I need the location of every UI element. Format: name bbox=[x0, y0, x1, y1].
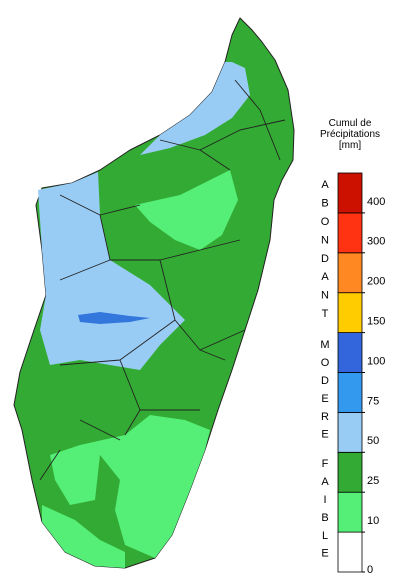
legend-tick-label: 25 bbox=[367, 475, 379, 487]
legend-tick-label: 150 bbox=[367, 316, 385, 328]
admin-borders bbox=[39, 79, 286, 481]
legend-group-label: MODERE bbox=[319, 338, 331, 447]
moderate-north bbox=[140, 62, 250, 155]
legend-swatch bbox=[337, 531, 363, 573]
moderate-strong-band bbox=[78, 312, 150, 324]
legend-tick-label: 400 bbox=[367, 196, 385, 208]
legend-group-label: ABONDANT bbox=[319, 179, 331, 327]
legend-swatch bbox=[337, 292, 363, 334]
legend-swatch bbox=[337, 411, 363, 453]
madagascar-map bbox=[13, 17, 295, 569]
legend-swatch bbox=[337, 372, 363, 413]
moderate-west bbox=[38, 172, 185, 370]
legend-tick-label: 0 bbox=[367, 564, 373, 576]
legend-swatch bbox=[337, 451, 363, 493]
legend-tick-label: 50 bbox=[367, 435, 379, 447]
legend-tick-label: 300 bbox=[367, 236, 385, 248]
legend-tick-label: 200 bbox=[367, 276, 385, 288]
legend-swatch bbox=[337, 252, 363, 294]
legend-tick-label: 75 bbox=[367, 395, 379, 407]
legend-swatch bbox=[337, 212, 363, 254]
legend-group-label: FAIBLE bbox=[319, 458, 331, 566]
legend-title-line: Précipitations bbox=[319, 129, 381, 140]
legend-swatch bbox=[337, 491, 363, 533]
legend-tick-label: 10 bbox=[367, 515, 379, 527]
legend-swatch bbox=[337, 332, 363, 373]
weak-south-tip bbox=[42, 505, 125, 568]
legend-title: Cumul de Précipitations [mm] bbox=[310, 118, 390, 151]
legend: 0 10 25 50 75 100 150 200 300 400 bbox=[337, 172, 385, 576]
legend-swatch bbox=[337, 172, 363, 214]
weak-center-east bbox=[135, 170, 238, 250]
legend-tick-label: 100 bbox=[367, 355, 385, 367]
weak-south-east bbox=[50, 415, 210, 558]
legend-title-line: Cumul de bbox=[328, 118, 372, 129]
legend-title-line: [mm] bbox=[338, 140, 362, 151]
